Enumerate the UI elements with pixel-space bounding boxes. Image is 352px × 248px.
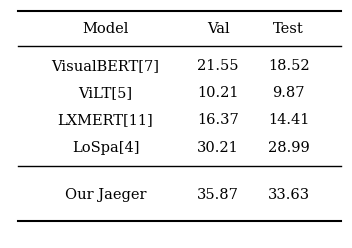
- Text: LoSpa[4]: LoSpa[4]: [72, 141, 139, 155]
- Text: 28.99: 28.99: [268, 141, 309, 155]
- Text: 35.87: 35.87: [197, 188, 239, 202]
- Text: Test: Test: [273, 22, 304, 35]
- Text: LXMERT[11]: LXMERT[11]: [58, 113, 153, 127]
- Text: 9.87: 9.87: [272, 86, 305, 100]
- Text: 21.55: 21.55: [197, 59, 239, 73]
- Text: Val: Val: [207, 22, 230, 35]
- Text: 10.21: 10.21: [197, 86, 239, 100]
- Text: 33.63: 33.63: [268, 188, 310, 202]
- Text: ViLT[5]: ViLT[5]: [78, 86, 133, 100]
- Text: 14.41: 14.41: [268, 113, 309, 127]
- Text: Our Jaeger: Our Jaeger: [65, 188, 146, 202]
- Text: 16.37: 16.37: [197, 113, 239, 127]
- Text: 18.52: 18.52: [268, 59, 309, 73]
- Text: VisualBERT[7]: VisualBERT[7]: [52, 59, 159, 73]
- Text: 30.21: 30.21: [197, 141, 239, 155]
- Text: Model: Model: [82, 22, 129, 35]
